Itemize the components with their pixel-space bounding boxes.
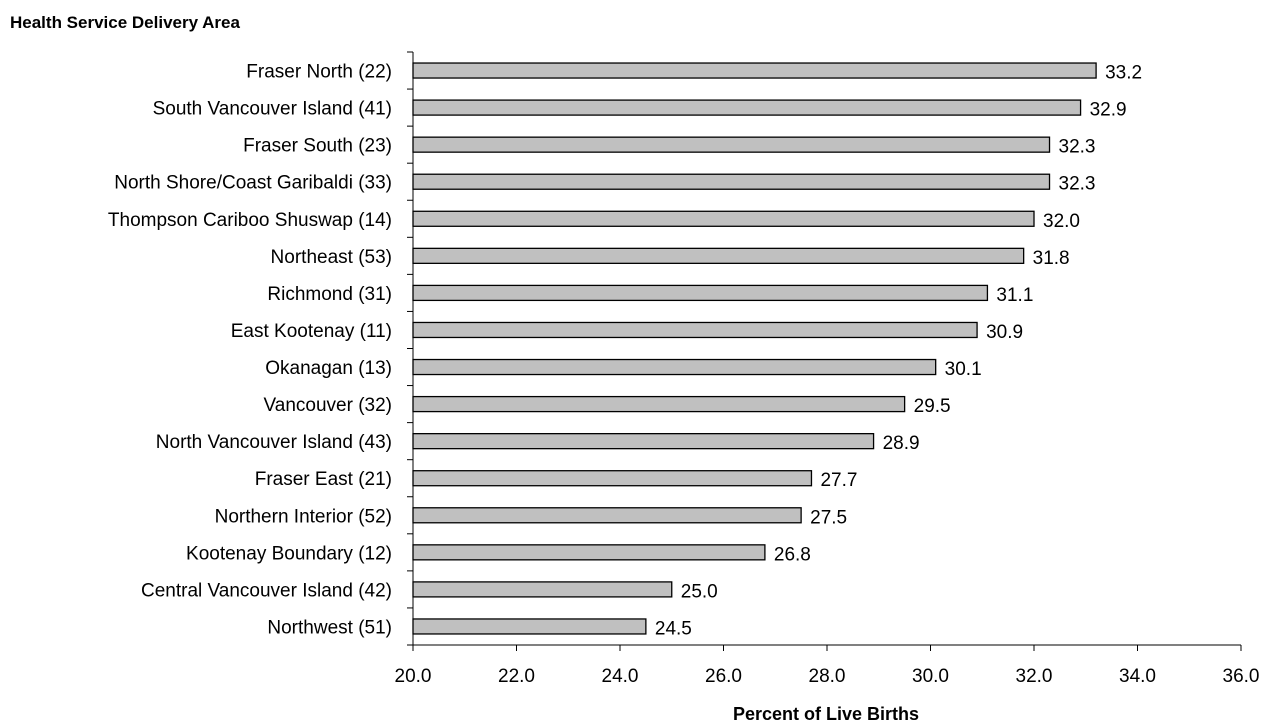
bar [412, 470, 813, 487]
category-label: Fraser North (22) [246, 62, 392, 83]
x-tick-label: 28.0 [809, 666, 846, 687]
category-label: North Shore/Coast Garibaldi (33) [114, 173, 392, 194]
x-tick-label: 24.0 [602, 666, 639, 687]
category-label: East Kootenay (11) [231, 321, 392, 342]
bar [412, 284, 989, 302]
category-label: Fraser South (23) [243, 136, 392, 157]
bar-value-label: 32.0 [1043, 211, 1080, 232]
bar [412, 395, 906, 413]
bar-value-label: 28.9 [883, 433, 920, 454]
category-label: Central Vancouver Island (42) [141, 580, 392, 601]
bar [412, 544, 766, 561]
x-tick-label: 34.0 [1119, 666, 1156, 687]
x-axis-title: Percent of Live Births [733, 704, 919, 724]
bar [412, 210, 1035, 227]
bar [412, 136, 1051, 153]
category-label: Richmond (31) [267, 284, 392, 305]
bar-value-label: 30.1 [945, 359, 982, 380]
category-label: Fraser East (21) [255, 469, 392, 490]
bar-value-label: 26.8 [774, 544, 811, 565]
bar [412, 507, 802, 524]
bar [412, 618, 647, 635]
bar [412, 99, 1082, 116]
bar-value-label: 32.9 [1090, 100, 1127, 121]
x-tick-label: 20.0 [395, 666, 432, 687]
category-label: Vancouver (32) [264, 395, 393, 416]
x-tick-label: 30.0 [912, 666, 949, 687]
bar [412, 173, 1051, 190]
bar [412, 321, 978, 339]
bar [412, 247, 1025, 264]
bar-value-label: 31.1 [996, 285, 1033, 306]
bar [412, 358, 937, 376]
bar-value-label: 29.5 [914, 396, 951, 417]
bar-value-label: 31.8 [1033, 248, 1070, 269]
category-label: North Vancouver Island (43) [156, 432, 392, 453]
bar-value-label: 24.5 [655, 618, 692, 639]
x-tick-label: 36.0 [1223, 666, 1260, 687]
bar [412, 433, 875, 450]
category-label: Northern Interior (52) [215, 506, 392, 527]
category-label: Northeast (53) [271, 247, 392, 268]
category-label: South Vancouver Island (41) [153, 99, 392, 120]
bar [412, 62, 1097, 79]
x-tick-label: 22.0 [498, 666, 535, 687]
plot-area: 20.0 22.0 24.0 26.0 28.0 30.0 32.0 34.0 36.0 Fras… [108, 51, 1260, 687]
x-tick-label: 32.0 [1016, 666, 1053, 687]
category-label: Okanagan (13) [265, 358, 392, 379]
y-axis-title: Health Service Delivery Area [10, 13, 240, 32]
bar-value-label: 33.2 [1105, 63, 1142, 84]
bar-value-label: 32.3 [1059, 174, 1096, 195]
category-label: Kootenay Boundary (12) [186, 543, 392, 564]
bar [412, 581, 673, 598]
category-label: Northwest (51) [267, 617, 392, 638]
bar-value-label: 27.7 [820, 470, 857, 491]
bar-value-label: 27.5 [810, 507, 847, 528]
category-label: Thompson Cariboo Shuswap (14) [108, 210, 392, 231]
bar-value-label: 30.9 [986, 322, 1023, 343]
x-tick-label: 26.0 [705, 666, 742, 687]
bar-value-label: 32.3 [1059, 137, 1096, 158]
bar-value-label: 25.0 [681, 581, 718, 602]
